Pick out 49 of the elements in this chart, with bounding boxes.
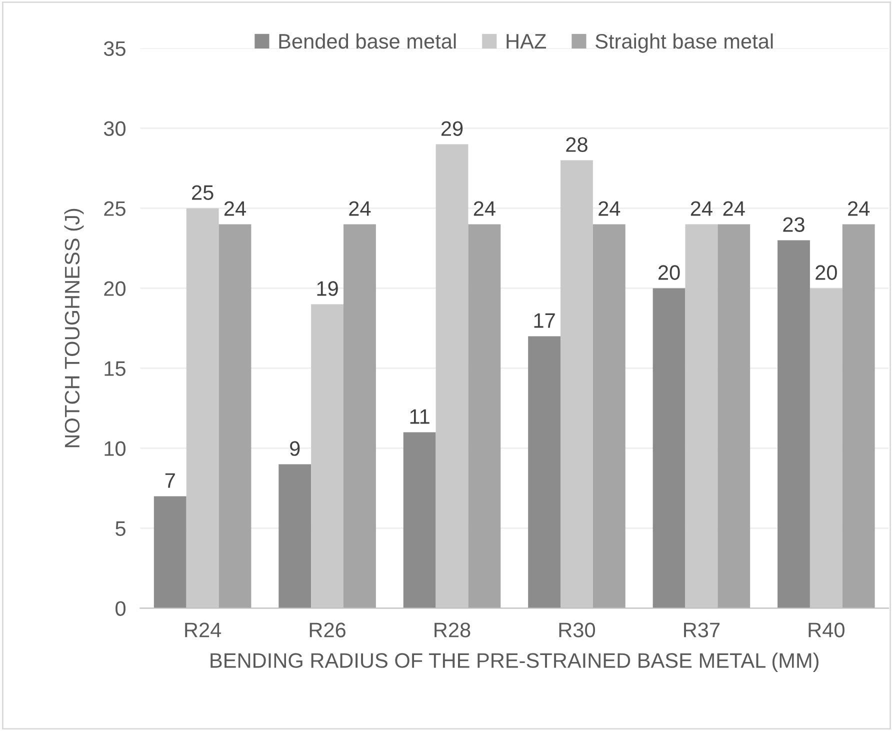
data-label: 24 xyxy=(723,201,745,216)
data-label: 9 xyxy=(290,441,300,456)
y-tick-label: 20 xyxy=(104,281,126,296)
legend-label: Straight base metal xyxy=(596,33,773,53)
data-label: 24 xyxy=(474,201,496,216)
bar xyxy=(718,224,750,608)
y-tick-label: 5 xyxy=(116,521,126,536)
x-tick-label: R37 xyxy=(684,622,720,638)
y-tick-label: 10 xyxy=(104,441,126,456)
data-label: 29 xyxy=(441,121,463,136)
data-label: 19 xyxy=(317,281,338,296)
bar xyxy=(344,224,376,608)
x-tick-label: R30 xyxy=(559,622,596,638)
legend-label: Bended base metal xyxy=(279,33,456,49)
bar xyxy=(778,240,810,608)
bar xyxy=(842,224,875,608)
bar xyxy=(278,464,312,608)
data-label: 20 xyxy=(816,265,837,280)
data-label: 20 xyxy=(658,265,680,280)
bar xyxy=(403,432,436,608)
data-label: 7 xyxy=(165,473,175,488)
data-label: 25 xyxy=(192,185,214,200)
bar xyxy=(154,496,186,608)
data-label: 11 xyxy=(410,409,430,424)
data-label: 24 xyxy=(848,201,870,216)
x-tick-label: R26 xyxy=(310,622,346,638)
x-tick-label: R24 xyxy=(185,622,222,638)
bar xyxy=(528,336,561,608)
y-tick-label: 30 xyxy=(104,121,126,136)
bar xyxy=(652,288,686,608)
y-tick-label: 0 xyxy=(116,601,126,616)
bar xyxy=(592,224,626,608)
data-label: 17 xyxy=(534,313,555,328)
data-label: 24 xyxy=(598,201,620,216)
x-tick-label: R40 xyxy=(808,622,844,638)
data-label: 24 xyxy=(349,201,371,216)
y-tick-label: 15 xyxy=(104,361,126,376)
y-axis-title: NOTCH TOUGHNESS (J) xyxy=(64,208,84,448)
data-label: 28 xyxy=(566,137,588,152)
y-tick-label: 35 xyxy=(104,41,126,56)
x-tick-label: R28 xyxy=(434,622,470,638)
y-tick-label: 25 xyxy=(104,201,126,216)
data-label: 24 xyxy=(690,201,712,216)
x-axis-title: BENDING RADIUS OF THE PRE-STRAINED BASE METAL (MM) xyxy=(210,652,818,672)
bar xyxy=(468,224,501,608)
legend-label: HAZ xyxy=(506,34,546,48)
bar xyxy=(218,224,252,608)
data-label: 23 xyxy=(783,217,804,232)
data-label: 24 xyxy=(224,201,246,216)
